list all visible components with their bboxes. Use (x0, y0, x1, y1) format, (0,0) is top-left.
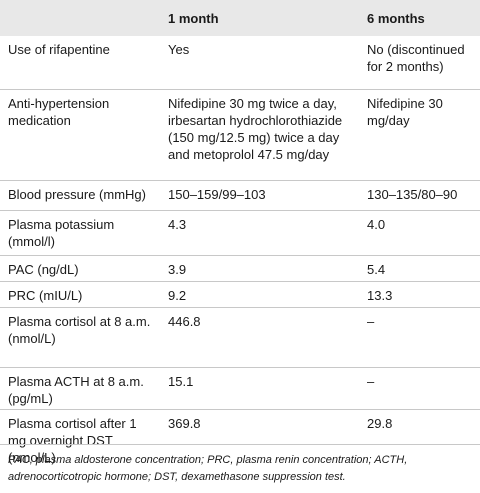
cell-6-months: 130–135/80–90 (367, 187, 458, 202)
cell-6-months: – (367, 374, 375, 389)
header-cell-6-months: 6 months (367, 11, 425, 26)
row-label: Plasma ACTH at 8 a.m. (pg/mL) (8, 374, 144, 406)
cell-1-month: Yes (168, 42, 190, 57)
cell-6-months: 29.8 (367, 416, 393, 431)
table-row: Plasma cortisol after 1 mg overnight DST… (0, 410, 480, 465)
row-label: Plasma cortisol at 8 a.m. (nmol/L) (8, 314, 151, 346)
row-label: PRC (mIU/L) (8, 288, 83, 303)
table-row: Plasma potassium (mmol/l) 4.3 4.0 (0, 211, 480, 256)
table-bottom-rule (0, 444, 480, 445)
header-cell-1-month: 1 month (168, 11, 219, 26)
cell-1-month: 9.2 (168, 288, 187, 303)
cell-1-month: 369.8 (168, 416, 201, 431)
table-row: Anti-hypertension medication Nifedipine … (0, 90, 480, 181)
row-label: Plasma potassium (mmol/l) (8, 217, 115, 249)
row-label: PAC (ng/dL) (8, 262, 79, 277)
table-footnote: PAC, plasma aldosterone concentration; P… (8, 454, 408, 483)
row-label: Anti-hypertension medication (8, 96, 110, 128)
cell-6-months: Nifedipine 30 mg/day (367, 96, 443, 128)
cell-6-months: No (discontinued for 2 months) (367, 42, 465, 74)
row-label: Blood pressure (mmHg) (8, 187, 146, 202)
table-row: PRC (mIU/L) 9.2 13.3 (0, 282, 480, 308)
cell-1-month: 150–159/99–103 (168, 187, 266, 202)
cell-1-month: Nifedipine 30 mg twice a day, irbesartan… (168, 96, 343, 162)
cell-1-month: 446.8 (168, 314, 201, 329)
cell-6-months: – (367, 314, 375, 329)
cell-6-months: 4.0 (367, 217, 386, 232)
cell-6-months: 5.4 (367, 262, 386, 277)
cell-1-month: 3.9 (168, 262, 187, 277)
table-row: Plasma ACTH at 8 a.m. (pg/mL) 15.1 – (0, 368, 480, 410)
row-label: Use of rifapentine (8, 42, 110, 57)
cell-1-month: 4.3 (168, 217, 187, 232)
table-header: 1 month 6 months (0, 0, 480, 36)
table-row: Plasma cortisol at 8 a.m. (nmol/L) 446.8… (0, 308, 480, 368)
table-row: Blood pressure (mmHg) 150–159/99–103 130… (0, 181, 480, 211)
table-row: PAC (ng/dL) 3.9 5.4 (0, 256, 480, 282)
cell-1-month: 15.1 (168, 374, 194, 389)
table-row: Use of rifapentine Yes No (discontinued … (0, 36, 480, 90)
cell-6-months: 13.3 (367, 288, 393, 303)
